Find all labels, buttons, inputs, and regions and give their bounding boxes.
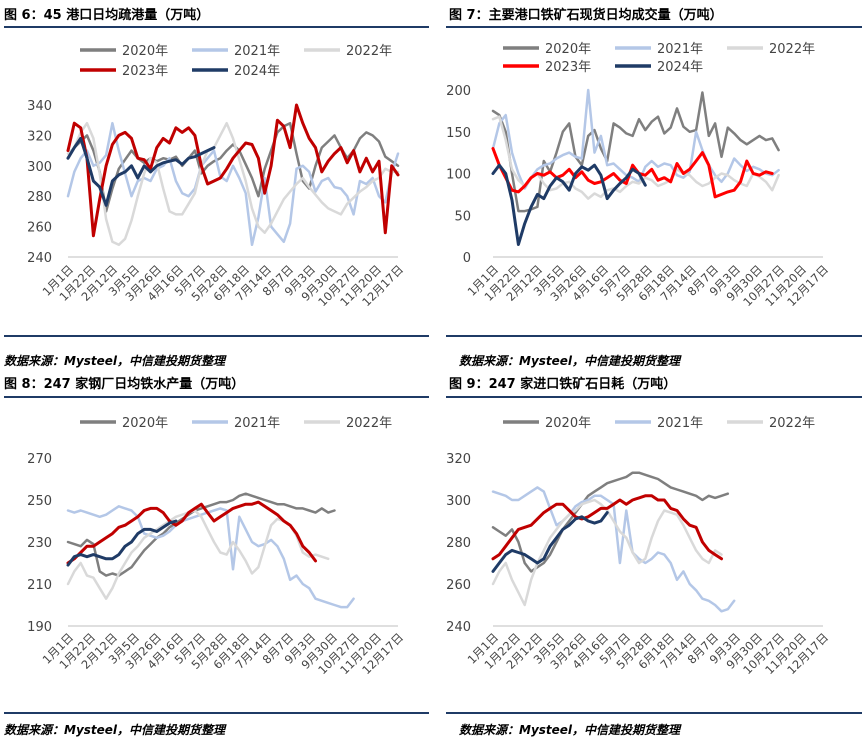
chart-9-top-rule xyxy=(446,396,862,398)
series-line-2024年 xyxy=(66,136,216,207)
series-line-2022年 xyxy=(491,115,780,200)
y-tick-label: 150 xyxy=(446,126,471,141)
chart-7-ore-spot-trading-volume: 0501001502001月1日1月22日2月12日3月5日3月26日4月16日… xyxy=(446,42,831,309)
series-line-2022年 xyxy=(491,498,723,607)
legend-label: 2020年 xyxy=(545,416,591,431)
series-line-2020年 xyxy=(66,492,336,577)
y-tick-label: 320 xyxy=(27,129,52,144)
series-line-2022年 xyxy=(66,121,400,247)
legend-label: 2021年 xyxy=(657,416,703,431)
y-tick-label: 280 xyxy=(446,536,471,551)
chart-6-title: 图 6：45 港口日均疏港量（万吨） xyxy=(4,8,210,23)
legend-label: 2021年 xyxy=(234,44,280,59)
legend-label: 2022年 xyxy=(769,416,815,431)
legend-label: 2021年 xyxy=(234,416,280,431)
chart-9-source: 数据来源：Mysteel，中信建投期货整理 xyxy=(459,723,681,737)
chart-7-title: 图 7：主要港口铁矿石现货日均成交量（万吨） xyxy=(449,8,723,23)
chart-6-source: 数据来源：Mysteel，中信建投期货整理 xyxy=(4,354,226,368)
y-tick-label: 300 xyxy=(27,160,52,175)
y-tick-label: 300 xyxy=(446,494,471,509)
y-tick-label: 0 xyxy=(463,251,471,266)
chart-8-title: 图 8：247 家钢厂日均铁水产量（万吨） xyxy=(4,377,245,392)
chart-7-bottom-rule xyxy=(446,335,862,337)
legend-label: 2020年 xyxy=(122,416,168,431)
series-line-2023年 xyxy=(66,500,317,565)
series-line-2023年 xyxy=(491,147,774,199)
y-tick-label: 250 xyxy=(27,494,52,509)
legend-label: 2022年 xyxy=(769,42,815,57)
series-line-2021年 xyxy=(66,121,400,247)
legend-label: 2022年 xyxy=(346,416,392,431)
chart-7-source: 数据来源：Mysteel，中信建投期货整理 xyxy=(459,354,681,368)
legend-label: 2023年 xyxy=(122,64,168,79)
chart-9-bottom-rule xyxy=(446,712,862,714)
chart-8-source: 数据来源：Mysteel，中信建投期货整理 xyxy=(4,723,226,737)
y-tick-label: 320 xyxy=(446,452,471,467)
legend-label: 2022年 xyxy=(346,44,392,59)
chart-8-hot-metal-output: 1902102302502701月1日1月22日2月12日3月5日3月26日4月… xyxy=(27,416,406,677)
series-line-2023年 xyxy=(66,103,400,238)
legend-label: 2021年 xyxy=(657,42,703,57)
legend-label: 2024年 xyxy=(234,64,280,79)
chart-6-port-daily-outbound: 2402602803003203401月1日1月22日2月12日3月5日3月26… xyxy=(27,44,406,309)
y-tick-label: 280 xyxy=(27,190,52,205)
legend-label: 2023年 xyxy=(545,60,591,75)
y-tick-label: 240 xyxy=(446,620,471,635)
y-tick-label: 210 xyxy=(27,578,52,593)
series-line-2021年 xyxy=(491,88,780,190)
y-tick-label: 260 xyxy=(27,221,52,236)
y-tick-label: 190 xyxy=(27,620,52,635)
y-tick-label: 200 xyxy=(446,84,471,99)
series-line-2024年 xyxy=(66,519,178,567)
series-line-2020年 xyxy=(491,91,780,213)
series-line-2023年 xyxy=(491,494,723,561)
chart-6-top-rule xyxy=(4,26,429,28)
legend-label: 2020年 xyxy=(122,44,168,59)
series-line-2024年 xyxy=(491,511,609,573)
chart-8-top-rule xyxy=(4,396,429,398)
legend-label: 2024年 xyxy=(657,60,703,75)
y-tick-label: 270 xyxy=(27,452,52,467)
series-line-2024年 xyxy=(491,163,647,246)
series-line-2020年 xyxy=(491,471,730,573)
y-tick-label: 340 xyxy=(27,99,52,114)
chart-7-top-rule xyxy=(446,26,862,28)
y-tick-label: 230 xyxy=(27,536,52,551)
y-tick-label: 50 xyxy=(454,209,471,224)
chart-8-bottom-rule xyxy=(4,712,429,714)
y-tick-label: 260 xyxy=(446,578,471,593)
chart-9-ore-daily-consumption: 2402602803003201月1日1月22日2月12日3月5日3月26日4月… xyxy=(446,416,831,677)
y-tick-label: 240 xyxy=(27,251,52,266)
series-line-2021年 xyxy=(66,505,355,609)
chart-9-title: 图 9：247 家进口铁矿石日耗（万吨） xyxy=(449,377,677,392)
legend-label: 2020年 xyxy=(545,42,591,57)
chart-6-bottom-rule xyxy=(4,335,429,337)
y-tick-label: 100 xyxy=(446,168,471,183)
